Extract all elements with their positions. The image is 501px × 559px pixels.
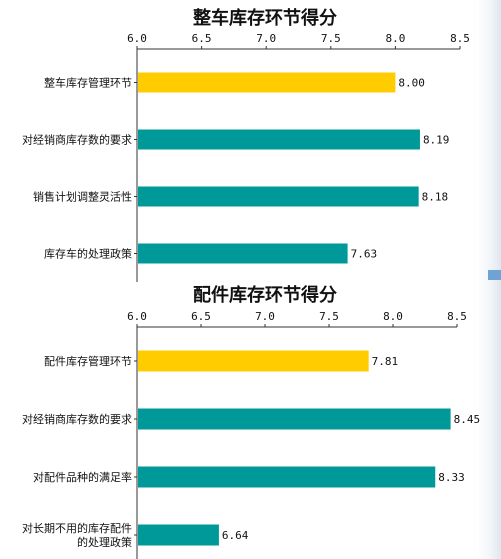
category-label: 对长期不用的库存配件的处理政策 [22, 521, 132, 549]
category-label: 对经销商库存数的要求 [22, 412, 132, 426]
bar [138, 186, 419, 207]
bar [138, 129, 420, 150]
right-edge-marker [488, 270, 501, 280]
chart-vehicle-inventory: 整车库存环节得分 6.0 6.5 7.0 7.5 8.0 8.5 8.00 整车库存管理环节 8… [22, 7, 470, 282]
category-label: 对经销商库存数的要求 [22, 133, 132, 147]
bar [138, 408, 451, 430]
chart-parts-inventory: 配件库存环节得分 6.0 6.5 7.0 7.5 8.0 8.5 7.81 配件库存管理环节 8… [22, 284, 480, 559]
data-label: 8.33 [438, 471, 465, 484]
category-label: 对配件品种的满足率 [33, 470, 132, 484]
bar [138, 243, 348, 264]
category-label: 销售计划调整灵活性 [33, 190, 132, 204]
x-tick-label: 7.0 [255, 310, 275, 323]
x-tick-label: 7.0 [256, 32, 276, 45]
x-tick-label: 7.5 [319, 310, 339, 323]
chart-title: 整车库存环节得分 [192, 7, 337, 29]
x-tick-label: 6.5 [191, 310, 211, 323]
category-label: 库存车的处理政策 [44, 247, 132, 261]
bar [138, 466, 436, 488]
data-label: 8.18 [422, 191, 449, 204]
x-tick-label: 6.5 [192, 32, 212, 45]
bar [138, 524, 219, 546]
bar [138, 350, 369, 372]
bar [138, 72, 396, 93]
x-tick-label: 8.0 [385, 32, 405, 45]
x-tick-label: 6.0 [127, 32, 147, 45]
x-tick-label: 7.5 [321, 32, 341, 45]
category-label: 配件库存管理环节 [44, 354, 132, 368]
data-label: 7.81 [372, 355, 399, 368]
x-tick-label: 8.0 [383, 310, 403, 323]
x-tick-label: 8.5 [450, 32, 470, 45]
x-tick-label: 8.5 [447, 310, 467, 323]
data-label: 8.45 [454, 413, 481, 426]
chart-title: 配件库存环节得分 [193, 284, 337, 306]
category-label: 整车库存管理环节 [44, 76, 132, 90]
data-label: 8.00 [398, 77, 425, 90]
x-tick-label: 6.0 [127, 310, 147, 323]
data-label: 8.19 [423, 134, 450, 147]
data-label: 6.64 [222, 529, 249, 542]
data-label: 7.63 [351, 248, 378, 261]
